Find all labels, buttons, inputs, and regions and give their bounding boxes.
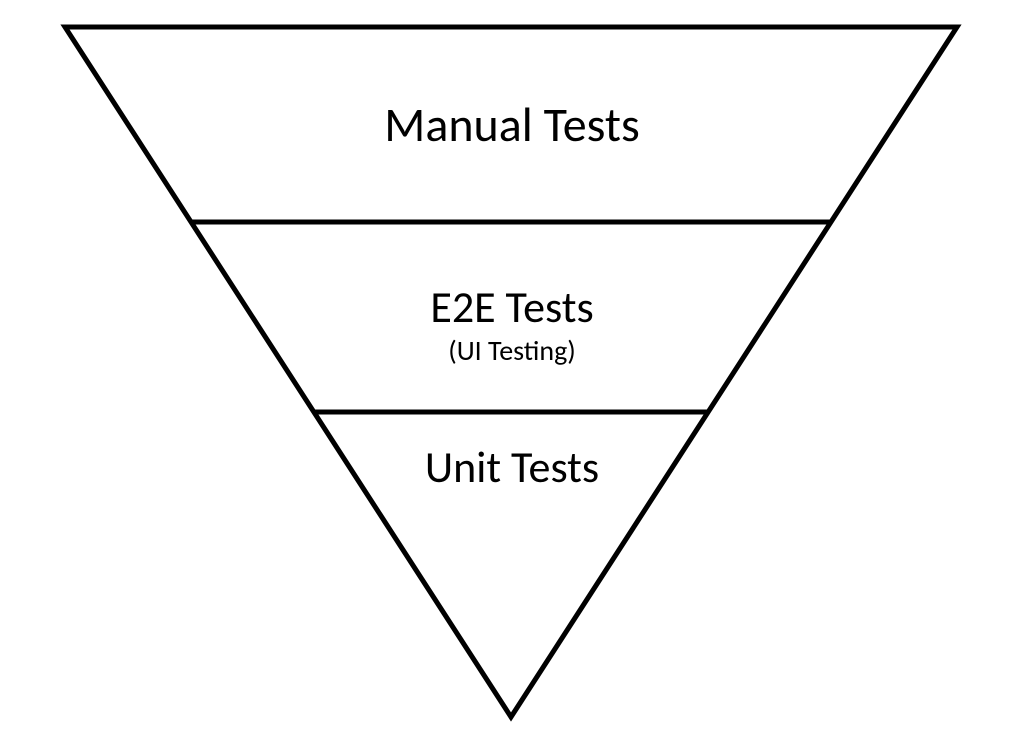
- section-label-manual-tests: Manual Tests: [384, 95, 639, 154]
- section-label-e2e-main: E2E Tests: [430, 282, 593, 333]
- inverted-testing-pyramid: Manual Tests E2E Tests (UI Testing) Unit…: [0, 0, 1024, 737]
- section-label-e2e-sub: (UI Testing): [430, 335, 593, 367]
- section-label-e2e-tests: E2E Tests (UI Testing): [430, 282, 593, 367]
- section-label-unit-tests: Unit Tests: [425, 440, 599, 494]
